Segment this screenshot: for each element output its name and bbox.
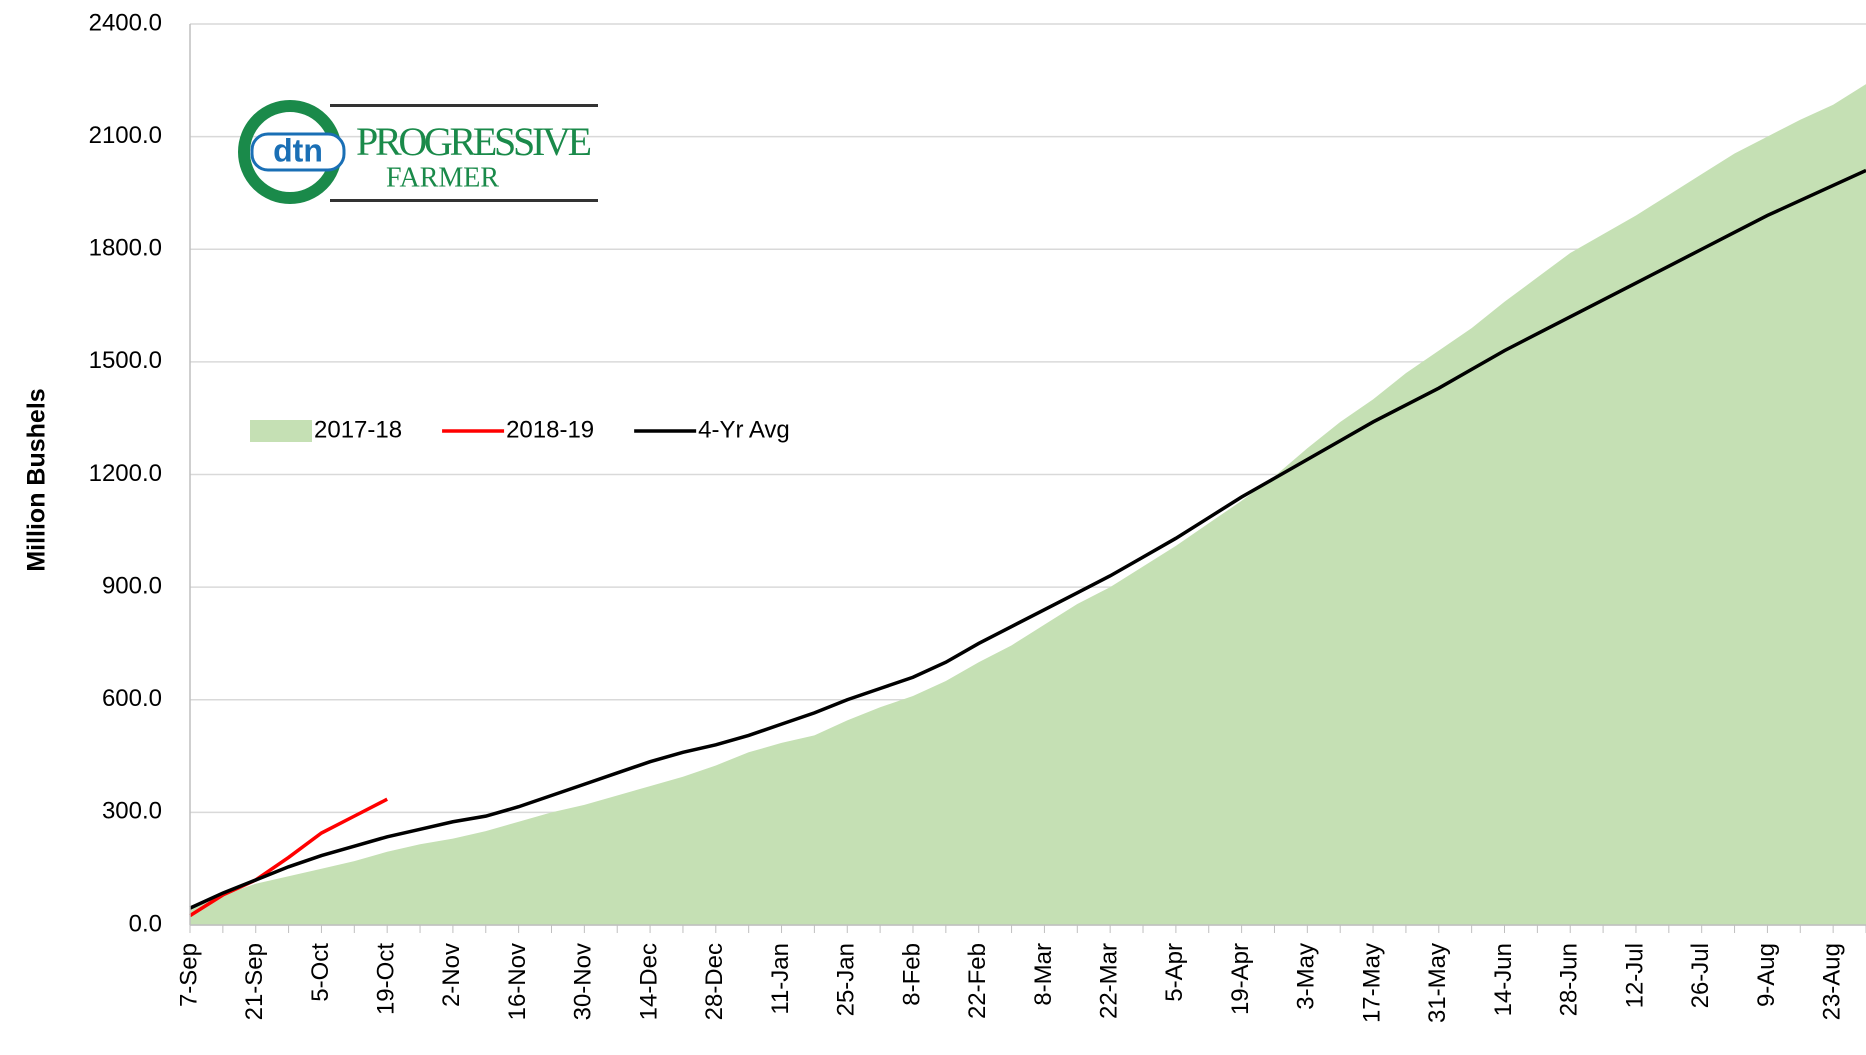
- x-tick-label: 28-Jun: [1556, 943, 1583, 1016]
- logo-bar: [330, 199, 598, 202]
- x-tick-label: 2-Nov: [438, 943, 465, 1007]
- y-tick-label: 1800.0: [89, 235, 162, 262]
- y-tick-label: 1200.0: [89, 460, 162, 487]
- logo-bar: [330, 104, 598, 107]
- y-tick-label: 600.0: [102, 685, 162, 712]
- logo-text: FARMER: [386, 162, 499, 193]
- x-tick-label: 19-Oct: [373, 943, 400, 1015]
- line: [189, 168, 1866, 910]
- x-tick-label: 19-Apr: [1227, 943, 1254, 1015]
- x-tick-label: 14-Jun: [1490, 943, 1517, 1016]
- x-tick-label: 17-May: [1358, 943, 1385, 1023]
- legend-label: 2018-19: [506, 416, 594, 443]
- x-tick-label: 16-Nov: [504, 943, 531, 1020]
- x-tick-label: 25-Jan: [833, 943, 860, 1016]
- y-tick-label: 2400.0: [89, 9, 162, 36]
- x-tick-label: 14-Dec: [635, 943, 662, 1020]
- grid: [190, 23, 1866, 926]
- x-tick-label: 22-Mar: [1096, 943, 1123, 1019]
- logo-badge: [250, 132, 346, 172]
- x-tick-label: 23-Aug: [1818, 943, 1845, 1020]
- y-tick-label: 300.0: [102, 798, 162, 825]
- x-tick-label: 22-Feb: [964, 943, 991, 1019]
- x-tick-label: 8-Feb: [898, 943, 925, 1006]
- x-tick-label: 12-Jul: [1621, 943, 1648, 1008]
- x-tick-label: 5-Oct: [307, 943, 334, 1002]
- y-tick-label: 0.0: [129, 910, 162, 937]
- x-tick-label: 7-Sep: [175, 943, 202, 1007]
- x-tick-label: 26-Jul: [1687, 943, 1714, 1008]
- x-tick-label: 31-May: [1424, 943, 1451, 1023]
- x-tick-label: 8-Mar: [1030, 943, 1057, 1006]
- x-tick-label: 3-May: [1293, 943, 1320, 1010]
- y-tick-label: 1500.0: [89, 347, 162, 374]
- logo-badge-text: dtn: [273, 132, 323, 168]
- x-tick-label: 21-Sep: [241, 943, 268, 1020]
- legend-label: 4-Yr Avg: [698, 416, 790, 443]
- x-tick-label: 30-Nov: [570, 943, 597, 1020]
- x-tick-label: 5-Apr: [1161, 943, 1188, 1002]
- y-tick-label: 2100.0: [89, 122, 162, 149]
- legend-swatch: [250, 420, 312, 442]
- y-tick-label: 900.0: [102, 572, 162, 599]
- area: [190, 84, 1866, 926]
- y-axis-label: Million Bushels: [23, 388, 51, 571]
- legend-label: 2017-18: [314, 416, 402, 443]
- logo-text: PROGRESSIVE: [356, 119, 592, 164]
- x-tick-label: 28-Dec: [701, 943, 728, 1020]
- x-tick-label: 11-Jan: [767, 943, 794, 1015]
- x-tick-label: 9-Aug: [1753, 943, 1780, 1007]
